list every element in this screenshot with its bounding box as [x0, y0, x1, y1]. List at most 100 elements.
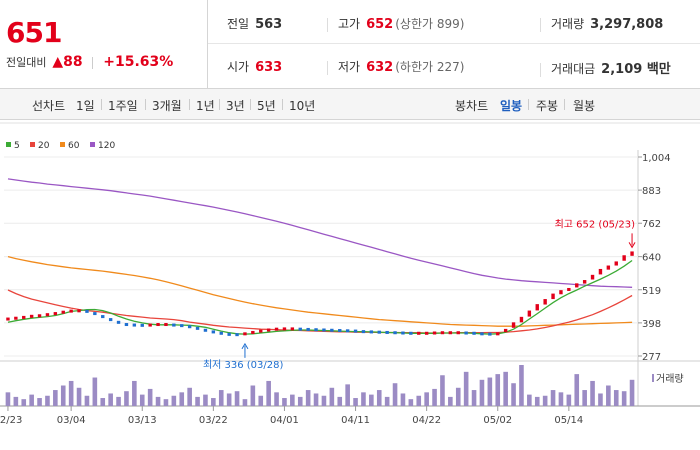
- candle: [235, 333, 239, 337]
- stat-open-value: 633: [255, 60, 283, 75]
- candle: [614, 261, 618, 266]
- stat-amount-label: 거래대금: [551, 62, 596, 76]
- candle: [496, 332, 500, 336]
- stat-amount: 거래대금 2,109 백만: [540, 58, 671, 77]
- tab-1d[interactable]: 1일: [76, 99, 95, 113]
- candle: [448, 331, 453, 335]
- candle: [61, 310, 65, 314]
- volume-bar: [147, 388, 153, 406]
- tab-1y[interactable]: 1년: [196, 99, 215, 113]
- candle: [77, 309, 81, 313]
- candle: [575, 283, 579, 288]
- volume-bar: [76, 387, 82, 406]
- candle: [45, 313, 50, 317]
- y-tick-label: 762: [642, 219, 661, 230]
- volume-bar: [479, 379, 485, 406]
- stat-prev-close: 전일 563: [227, 15, 282, 32]
- volume-bar: [53, 390, 58, 406]
- candle: [377, 330, 381, 334]
- volume-bar: [384, 396, 390, 406]
- volume-bar: [5, 392, 11, 406]
- tab-monthly[interactable]: 월봉: [573, 99, 596, 113]
- tab-3y[interactable]: 3년: [226, 99, 245, 113]
- candle: [290, 327, 295, 331]
- legend-swatch-120: [90, 142, 95, 147]
- candle: [148, 323, 152, 327]
- volume-bar: [345, 384, 350, 406]
- candle: [456, 331, 460, 335]
- candle: [298, 327, 302, 331]
- candle: [203, 328, 208, 332]
- tab-1w[interactable]: 1주일: [108, 99, 138, 113]
- change-rate: +15.63%: [103, 54, 174, 70]
- candle: [116, 320, 121, 324]
- volume-bar: [361, 392, 366, 406]
- volume-bar: [187, 387, 192, 406]
- volume-bar: [84, 395, 90, 406]
- ma5-line: [7, 259, 633, 335]
- volume-bar: [463, 371, 469, 406]
- stat-low-extra: (하한가 227): [395, 60, 465, 74]
- candle: [527, 310, 532, 317]
- volume-bar: [432, 388, 437, 406]
- y-tick-label: 398: [642, 319, 661, 330]
- candle: [314, 328, 318, 332]
- candle: [606, 265, 611, 270]
- stat-high-label: 고가: [338, 17, 361, 31]
- candle: [519, 316, 524, 323]
- stat-volume-value: 3,297,808: [590, 17, 664, 32]
- tab-3m[interactable]: 3개월: [152, 99, 182, 113]
- stat-amount-value: 2,109 백만: [601, 62, 671, 77]
- tab-daily[interactable]: 일봉: [500, 99, 523, 113]
- candle: [330, 328, 334, 332]
- candle: [266, 328, 271, 332]
- candle: [29, 314, 34, 318]
- y-tick-label: 277: [642, 352, 661, 363]
- tab-10y[interactable]: 10년: [289, 99, 316, 113]
- x-tick-label: 04/22: [412, 415, 441, 426]
- high-annotation: 최고 652 (05/23): [555, 218, 636, 230]
- stat-prev-close-value: 563: [255, 17, 283, 32]
- volume-bar: [566, 394, 572, 406]
- legend-label-60: 60: [68, 141, 80, 151]
- candle: [582, 280, 587, 284]
- current-price: 651: [6, 16, 62, 49]
- volume-bar: [179, 392, 185, 406]
- volume-bar: [60, 385, 66, 406]
- tab-weekly[interactable]: 주봉: [536, 99, 559, 113]
- stat-low: 저가 632 (하한가 227): [327, 58, 464, 75]
- candle: [338, 329, 342, 333]
- volume-bar: [21, 399, 27, 406]
- volume-bar: [629, 379, 635, 406]
- volume-bar: [313, 393, 319, 406]
- volume-bar: [440, 375, 445, 406]
- candle: [409, 331, 413, 335]
- volume-bar: [116, 396, 121, 406]
- change-value: 88: [63, 54, 83, 70]
- candle: [282, 327, 287, 331]
- candle: [361, 330, 366, 334]
- stat-high: 고가 652 (상한가 899): [327, 15, 464, 32]
- candle: [535, 304, 539, 311]
- y-tick-label: 883: [642, 186, 661, 197]
- volume-bar: [274, 392, 279, 406]
- legend-label-20: 20: [38, 141, 50, 151]
- x-tick-label: 03/04: [57, 415, 86, 426]
- x-tick-label: 03/22: [199, 415, 228, 426]
- legend-swatch-5: [6, 142, 11, 147]
- volume-bar: [400, 393, 406, 406]
- candle: [227, 332, 231, 336]
- candle: [353, 329, 358, 333]
- candle: [590, 274, 595, 280]
- volume-bar: [132, 380, 137, 406]
- candle: [417, 331, 421, 335]
- volume-bar: [424, 392, 429, 406]
- candle: [156, 323, 160, 327]
- candle: [472, 331, 476, 335]
- candle: [93, 312, 97, 316]
- volume-bar: [297, 396, 303, 406]
- volume-bar: [590, 380, 595, 406]
- stat-volume-label: 거래량: [551, 17, 585, 31]
- volume-bar: [37, 398, 42, 406]
- tab-5y[interactable]: 5년: [257, 99, 276, 113]
